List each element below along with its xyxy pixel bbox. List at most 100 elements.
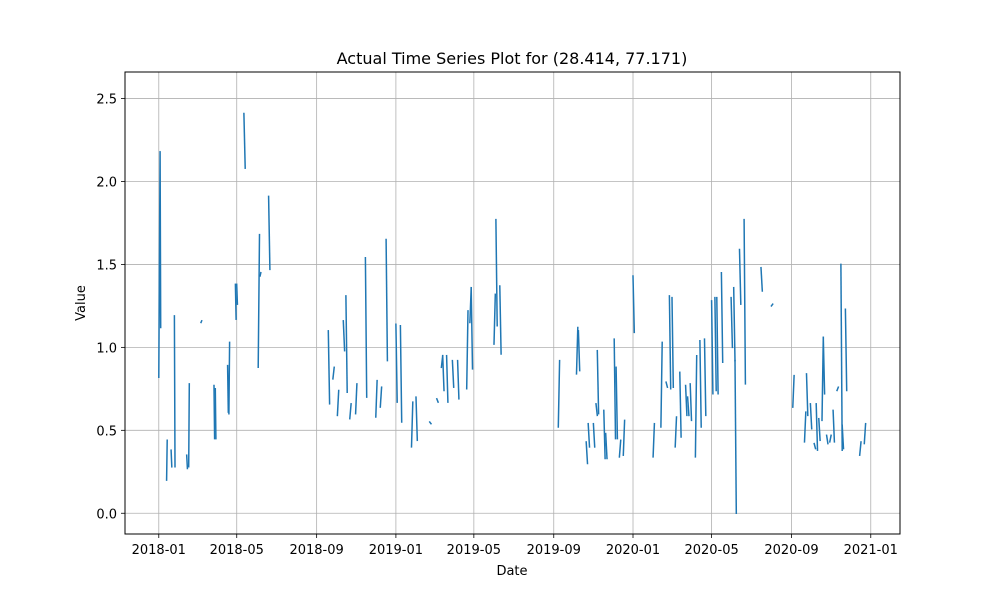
series-line-segment [615,366,619,440]
series-line-segment [499,285,502,355]
series-line-segment [214,388,217,440]
x-tick-label: 2019-05 [447,543,501,558]
series-line-segment [226,364,230,413]
series-line-segment [832,409,836,443]
series-line-segment [495,218,498,327]
series-line-segment [618,439,622,458]
series-line-segment [235,283,239,305]
series-line-segment [836,386,840,392]
series-line-segment [694,354,698,458]
y-tick-label: 2.0 [96,175,117,190]
series-line-segment [803,411,807,443]
series-line-segment [679,371,682,438]
series-line-segment [665,381,669,389]
x-tick-label: 2018-05 [210,543,264,558]
series-line-segment [465,310,469,390]
data-series [158,112,867,515]
series-line-segment [710,300,714,395]
series-line-segment [822,336,826,395]
x-tick-label: 2018-09 [289,543,343,558]
series-line-segment [603,409,606,460]
series-line-segment [364,257,368,398]
y-tick-label: 1.0 [96,341,117,356]
series-line-segment [699,339,702,428]
series-line-segment [385,238,389,362]
y-axis-label: Value [74,285,89,321]
series-line-segment [200,319,203,324]
series-line-segment [345,295,348,393]
series-line-segment [792,374,795,408]
series-line-segment [342,320,346,352]
series-line-segment [187,383,191,468]
series-line-segment [379,386,383,408]
series-line-segment [165,439,168,481]
x-tick-label: 2020-01 [606,543,660,558]
series-line-segment [686,396,690,417]
series-line-segment [714,296,717,392]
series-line-segment [577,330,581,372]
series-line-segment [259,271,262,277]
series-line-segment [684,384,688,417]
series-line-segment [234,283,237,320]
series-line-segment [170,449,173,468]
series-line-segment [760,266,764,292]
series-line-segment [730,296,734,349]
series-line-segment [743,218,747,385]
series-line-segment [327,330,331,405]
series-line-segment [813,442,817,450]
chart-title: Actual Time Series Plot for (28.414, 77.… [337,49,688,68]
series-line-segment [493,293,497,345]
series-line-segment [375,379,378,418]
x-tick-label: 2021-01 [844,543,898,558]
series-line-segment [585,441,589,465]
series-line-segment [415,396,419,442]
series-line-segment [428,420,433,425]
series-line-segment [592,422,596,448]
series-line-segment [587,422,591,448]
series-line-segment [844,308,848,392]
series-line-segment [185,454,189,470]
series-line-segment [818,417,821,442]
series-line-segment [671,296,675,388]
series-line-segment [720,271,724,364]
series-line-segment [267,195,271,271]
series-line-segment [805,373,809,417]
series-line-segment [332,366,336,380]
series-line-segment [354,383,358,415]
series-line-segment [596,349,600,415]
series-line-segment [632,275,636,334]
x-tick-label: 2020-05 [684,543,738,558]
y-tick-label: 0.0 [96,507,117,522]
series-line-segment [213,384,216,440]
series-line-segment [441,354,445,392]
series-line-segment [674,416,678,448]
series-line-segment [809,403,813,430]
series-line-segment [451,359,455,388]
series-line-segment [336,389,340,417]
series-line-segment [660,341,663,428]
x-axis: 2018-01 2018-05 2018-09 2019-01 2019-05 2019-… [132,534,898,558]
series-line-segment [668,295,672,390]
x-tick-label: 2020-09 [764,543,818,558]
series-line-segment [734,359,738,515]
series-line-segment [863,422,867,445]
series-line-segment [858,441,862,457]
x-tick-label: 2019-09 [527,543,581,558]
y-tick-label: 0.5 [96,424,117,439]
series-line-segment [652,422,656,458]
grid [125,72,900,534]
series-line-segment [738,248,742,305]
series-line-segment [399,325,403,423]
series-line-segment [575,326,579,375]
series-line-segment [410,401,414,448]
plot-frame [124,71,901,535]
y-tick-label: 2.5 [96,93,117,108]
series-line-segment [158,150,162,378]
series-line-segment [815,403,819,451]
series-line-segment [257,233,261,369]
series-line-segment [470,286,474,370]
series-line-segment [595,402,599,417]
series-line-segment [770,303,774,307]
series-line-segment [828,434,832,443]
series-line-segment [445,354,449,403]
